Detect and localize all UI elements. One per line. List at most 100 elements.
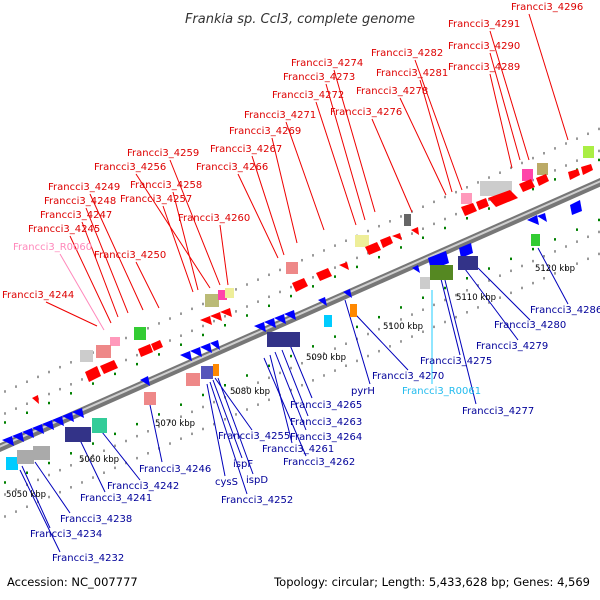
gene-label-Francci3_4256[interactable]: Francci3_4256 [94, 162, 166, 173]
feature-arrow[interactable] [411, 227, 419, 235]
feature-arrow[interactable] [570, 200, 582, 215]
gene-label-Francci3_4296[interactable]: Francci3_4296 [511, 2, 583, 13]
gene-label-Francci3_4261[interactable]: Francci3_4261 [262, 444, 334, 455]
feature-arrow[interactable] [476, 198, 489, 210]
gene-label-Francci3_4275[interactable]: Francci3_4275 [420, 356, 492, 367]
feature-arrow[interactable] [568, 169, 580, 180]
gene-label-ispD[interactable]: ispD [246, 475, 268, 486]
feature-arrow[interactable] [527, 215, 539, 225]
feature-box[interactable] [531, 234, 540, 246]
feature-box[interactable] [96, 345, 111, 358]
feature-arrow[interactable] [52, 416, 64, 426]
gene-label-Francci3_4280[interactable]: Francci3_4280 [494, 320, 566, 331]
feature-arrow[interactable] [140, 376, 150, 386]
feature-box[interactable] [225, 288, 234, 298]
feature-box[interactable] [218, 290, 227, 300]
feature-arrow[interactable] [339, 262, 349, 270]
feature-box[interactable] [186, 373, 200, 386]
gene-label-Francci3_4257[interactable]: Francci3_4257 [120, 194, 192, 205]
feature-arrow[interactable] [138, 344, 153, 357]
gene-label-Francci3_4264[interactable]: Francci3_4264 [290, 432, 362, 443]
gene-label-cysS[interactable]: cysS [215, 477, 238, 488]
feature-arrow[interactable] [318, 297, 327, 306]
gene-label-Francci3_R0061[interactable]: Francci3_R0061 [402, 386, 481, 397]
gene-label-Francci3_R0060[interactable]: Francci3_R0060 [13, 242, 92, 253]
gene-label-Francci3_4246[interactable]: Francci3_4246 [139, 464, 211, 475]
feature-box[interactable] [537, 163, 548, 175]
gene-label-Francci3_4241[interactable]: Francci3_4241 [80, 493, 152, 504]
gene-label-Francci3_4248[interactable]: Francci3_4248 [44, 196, 116, 207]
feature-arrow[interactable] [536, 174, 549, 186]
gene-label-Francci3_4250[interactable]: Francci3_4250 [94, 250, 166, 261]
feature-arrow[interactable] [180, 351, 192, 361]
feature-box[interactable] [65, 427, 91, 442]
feature-arrow[interactable] [264, 318, 276, 328]
gene-label-Francci3_4265[interactable]: Francci3_4265 [290, 400, 362, 411]
feature-arrow[interactable] [284, 310, 296, 320]
gene-label-Francci3_4278[interactable]: Francci3_4278 [356, 86, 428, 97]
feature-arrow[interactable] [537, 213, 547, 222]
feature-arrow[interactable] [210, 340, 220, 350]
feature-box[interactable] [201, 366, 213, 379]
feature-box[interactable] [33, 446, 50, 460]
feature-box[interactable] [286, 262, 298, 274]
gene-label-Francci3_4259[interactable]: Francci3_4259 [127, 148, 199, 159]
gene-label-Francci3_4274[interactable]: Francci3_4274 [291, 58, 363, 69]
feature-arrow[interactable] [220, 308, 232, 317]
feature-arrow[interactable] [365, 242, 381, 255]
feature-arrow[interactable] [461, 203, 477, 216]
feature-arrow[interactable] [22, 428, 34, 438]
gene-label-Francci3_4276[interactable]: Francci3_4276 [330, 107, 402, 118]
feature-box[interactable] [267, 332, 300, 347]
gene-label-Francci3_4269[interactable]: Francci3_4269 [229, 126, 301, 137]
feature-box[interactable] [324, 315, 332, 327]
feature-arrow[interactable] [190, 347, 202, 357]
gene-label-Francci3_4291[interactable]: Francci3_4291 [448, 19, 520, 30]
feature-arrow[interactable] [12, 432, 24, 442]
gene-label-Francci3_4271[interactable]: Francci3_4271 [244, 110, 316, 121]
gene-label-Francci3_4244[interactable]: Francci3_4244 [2, 290, 74, 301]
feature-arrow[interactable] [32, 395, 39, 404]
feature-box[interactable] [80, 350, 93, 362]
feature-box[interactable] [461, 193, 472, 204]
feature-arrow[interactable] [85, 366, 101, 382]
feature-arrow[interactable] [380, 236, 393, 248]
feature-box[interactable] [92, 418, 107, 433]
feature-arrow[interactable] [42, 420, 54, 430]
gene-label-Francci3_4247[interactable]: Francci3_4247 [40, 210, 112, 221]
gene-label-Francci3_4245[interactable]: Francci3_4245 [28, 224, 100, 235]
feature-arrow[interactable] [151, 340, 163, 351]
gene-label-Francci3_4262[interactable]: Francci3_4262 [283, 457, 355, 468]
feature-box[interactable] [420, 277, 430, 289]
feature-box[interactable] [458, 256, 478, 270]
feature-box[interactable] [17, 450, 34, 464]
feature-arrow[interactable] [459, 243, 473, 258]
gene-label-Francci3_4267[interactable]: Francci3_4267 [210, 144, 282, 155]
gene-label-Francci3_4270[interactable]: Francci3_4270 [372, 371, 444, 382]
gene-label-Francci3_4281[interactable]: Francci3_4281 [376, 68, 448, 79]
gene-label-Francci3_4255[interactable]: Francci3_4255 [218, 431, 290, 442]
gene-label-Francci3_4242[interactable]: Francci3_4242 [107, 481, 179, 492]
gene-label-Francci3_4290[interactable]: Francci3_4290 [448, 41, 520, 52]
feature-box[interactable] [355, 235, 369, 247]
gene-label-Francci3_4289[interactable]: Francci3_4289 [448, 62, 520, 73]
gene-label-Francci3_4234[interactable]: Francci3_4234 [30, 529, 102, 540]
feature-box[interactable] [110, 337, 120, 346]
feature-box[interactable] [134, 327, 146, 340]
feature-arrow[interactable] [292, 278, 308, 292]
gene-label-Francci3_4277[interactable]: Francci3_4277 [462, 406, 534, 417]
feature-box[interactable] [213, 364, 219, 376]
feature-box[interactable] [583, 146, 594, 158]
feature-arrow[interactable] [316, 268, 332, 281]
feature-box[interactable] [404, 214, 411, 226]
gene-label-Francci3_4252[interactable]: Francci3_4252 [221, 495, 293, 506]
gene-label-ispF[interactable]: ispF [233, 459, 253, 470]
gene-label-Francci3_4273[interactable]: Francci3_4273 [283, 72, 355, 83]
feature-box[interactable] [430, 265, 453, 280]
feature-arrow[interactable] [581, 164, 593, 175]
gene-label-Francci3_4282[interactable]: Francci3_4282 [371, 48, 443, 59]
gene-label-Francci3_4286[interactable]: Francci3_4286 [530, 305, 600, 316]
feature-box[interactable] [6, 457, 18, 470]
feature-arrow[interactable] [62, 412, 74, 422]
feature-box[interactable] [144, 392, 156, 405]
